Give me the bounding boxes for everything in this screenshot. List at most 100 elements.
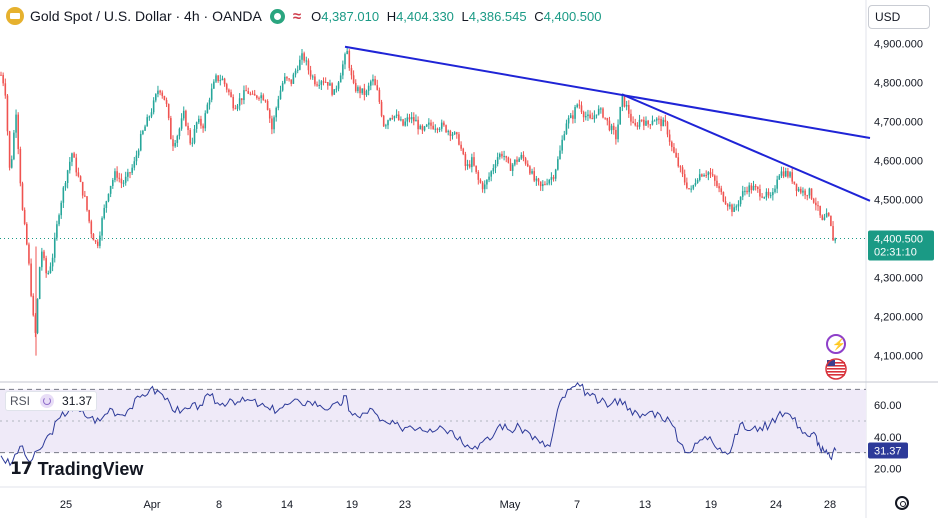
candle-body xyxy=(655,118,658,121)
candle-body xyxy=(604,117,606,119)
candle-body xyxy=(395,114,398,117)
trendline[interactable] xyxy=(344,45,871,140)
candle-body xyxy=(387,120,389,126)
open-value: 4,387.010 xyxy=(321,8,380,24)
candle-body xyxy=(38,267,41,299)
price-axis[interactable]: 4,900.000 4,800.000 4,700.000 4,600.000 4,50… xyxy=(874,39,923,363)
price-tick-label: 4,100.000 xyxy=(874,351,923,363)
us-flag-icon[interactable] xyxy=(825,358,847,380)
candle-body xyxy=(520,154,523,159)
candle-body xyxy=(129,172,131,174)
candle-body xyxy=(505,155,508,158)
time-tick-label: 14 xyxy=(281,499,293,511)
symbol-title[interactable]: Gold Spot / U.S. Dollar · 4h · OANDA xyxy=(30,8,262,24)
candle-body xyxy=(161,92,164,96)
candle-body xyxy=(116,171,118,178)
candle-body xyxy=(477,171,480,180)
candle-body xyxy=(731,204,733,212)
candle-body xyxy=(53,237,56,258)
candle-body xyxy=(247,91,250,94)
high-value: 4,404.330 xyxy=(396,8,454,24)
candle-body xyxy=(473,157,475,166)
trendline[interactable] xyxy=(621,93,871,202)
candle-body xyxy=(286,76,288,79)
candle-body xyxy=(830,215,832,227)
candle-body xyxy=(587,114,589,117)
time-axis[interactable]: 25 Apr 8 14 19 23 May 7 13 19 24 28 xyxy=(60,499,836,511)
candle-body xyxy=(550,177,553,180)
candle-body xyxy=(34,315,37,333)
candle-body xyxy=(118,177,121,179)
candle-body xyxy=(36,298,39,333)
candle-body xyxy=(557,159,559,170)
candle-body xyxy=(630,113,632,122)
candle-body xyxy=(305,60,308,62)
candle-body xyxy=(260,95,262,99)
market-open-icon[interactable] xyxy=(269,8,285,24)
candle-body xyxy=(120,178,123,184)
candle-body xyxy=(122,182,125,184)
candle-body xyxy=(26,223,28,245)
candle-body xyxy=(45,258,47,274)
candle-body xyxy=(729,204,731,207)
candle-body xyxy=(825,213,828,218)
candle-body xyxy=(23,209,26,224)
candle-body xyxy=(64,182,67,188)
rsi-legend[interactable]: RSI 31.37 xyxy=(5,391,98,411)
candle-body xyxy=(417,119,419,130)
candle-body xyxy=(198,118,200,123)
candle-body xyxy=(501,153,503,157)
candle-body xyxy=(193,128,196,143)
price-tick-label: 4,600.000 xyxy=(874,156,923,168)
time-tick-label: 19 xyxy=(705,499,717,511)
candle-body xyxy=(471,157,473,168)
candle-body xyxy=(79,176,82,182)
candle-body xyxy=(703,175,705,177)
candle-body xyxy=(716,180,718,187)
tv-wordmark: TradingView xyxy=(37,458,144,479)
candle-body xyxy=(780,171,783,176)
candle-body xyxy=(576,104,578,108)
candle-body xyxy=(679,166,682,168)
candle-body xyxy=(251,93,254,95)
candle-body xyxy=(86,196,88,211)
candle-body xyxy=(778,175,781,180)
candle-body xyxy=(468,164,471,168)
candle-body xyxy=(722,192,725,202)
candle-body xyxy=(612,125,615,130)
candle-body xyxy=(174,142,176,147)
candle-body xyxy=(597,108,600,115)
candle-body xyxy=(600,108,602,110)
candle-body xyxy=(658,118,660,120)
currency-select[interactable]: USD xyxy=(868,5,930,29)
candle-body xyxy=(664,119,667,123)
candle-body xyxy=(673,147,675,153)
tv-mark: 17 xyxy=(10,459,33,479)
wave-icon[interactable]: ≈ xyxy=(292,7,302,25)
candle-body xyxy=(28,244,30,264)
rsi-value-badge xyxy=(868,442,908,459)
candle-body xyxy=(311,76,314,78)
candle-body xyxy=(436,128,439,130)
lightning-icon[interactable] xyxy=(826,334,846,354)
tradingview-logo[interactable]: 17 TradingView xyxy=(10,458,143,480)
candle-body xyxy=(746,190,748,193)
candle-body xyxy=(320,81,323,85)
candle-body xyxy=(210,88,213,100)
candle-body xyxy=(440,122,443,129)
lightning-glyph: ⚡ xyxy=(832,338,846,351)
trendlines[interactable] xyxy=(344,45,871,202)
reload-icon[interactable] xyxy=(40,394,55,408)
candle-body xyxy=(529,166,531,174)
time-tick-label: Apr xyxy=(143,499,160,511)
price-tick-label: 4,500.000 xyxy=(874,195,923,207)
candle-body xyxy=(172,139,174,147)
candle-body xyxy=(284,76,286,84)
candle-body xyxy=(361,88,363,94)
candle-body xyxy=(464,154,467,167)
gear-icon[interactable] xyxy=(895,496,909,510)
candle-body xyxy=(410,117,413,120)
time-tick-label: 24 xyxy=(770,499,782,511)
candle-body xyxy=(385,125,387,127)
